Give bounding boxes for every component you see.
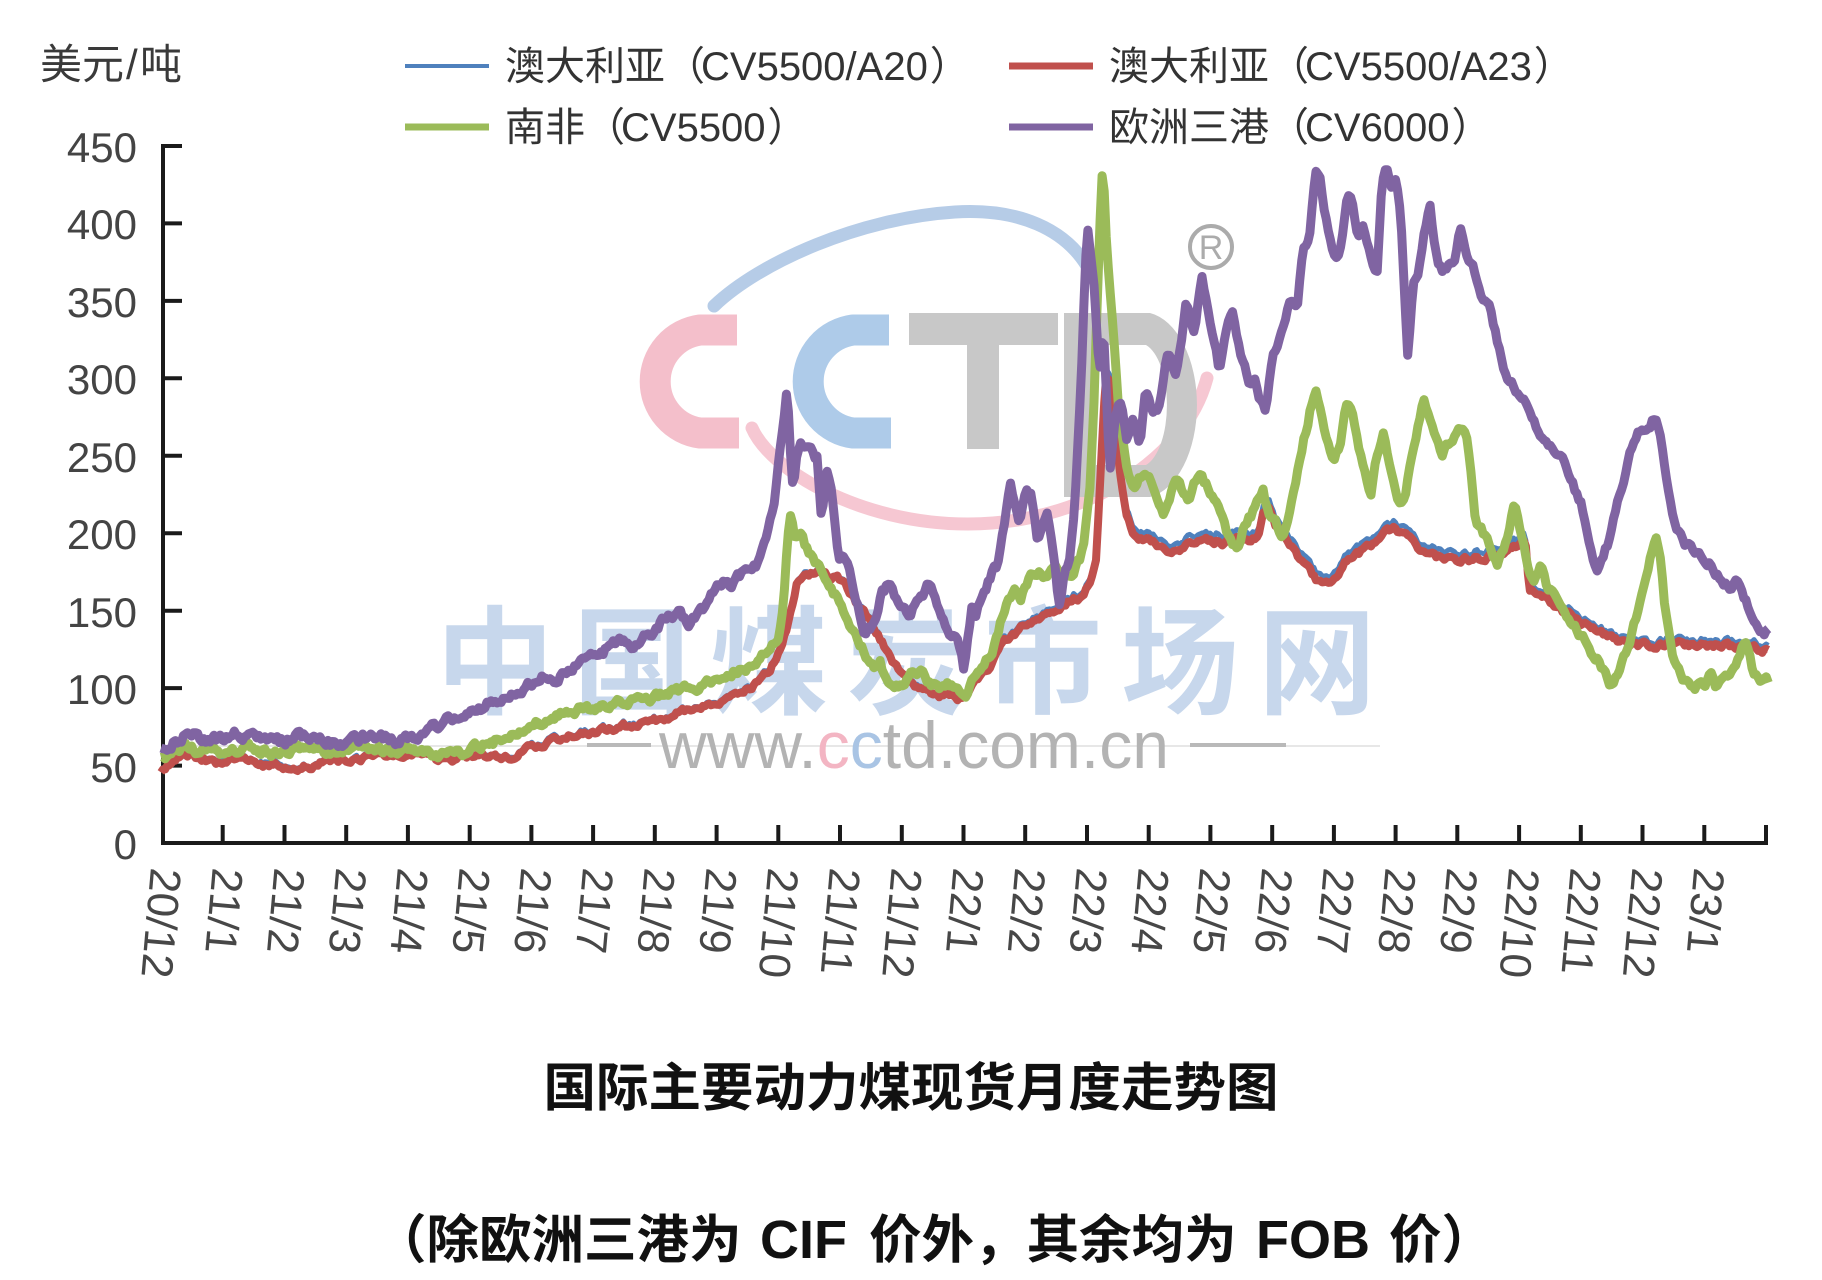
svg-text:22/3: 22/3 [1060,866,1116,956]
svg-text:300: 300 [67,356,137,403]
svg-text:CV6000: CV6000 [1305,106,1450,150]
svg-text:250: 250 [67,434,137,481]
svg-text:21/1: 21/1 [195,866,251,956]
svg-text:21/4: 21/4 [380,866,436,956]
svg-text:CV5500/A20: CV5500/A20 [701,45,928,89]
svg-text:22/2: 22/2 [998,866,1054,956]
svg-text:22/8: 22/8 [1368,866,1424,956]
svg-text:0: 0 [114,821,137,868]
svg-text:22/4: 22/4 [1121,866,1177,956]
svg-text:22/6: 22/6 [1245,866,1301,956]
svg-text:21/3: 21/3 [319,866,375,956]
svg-text:150: 150 [67,589,137,636]
svg-text:/: / [126,41,138,88]
svg-text:CV5500: CV5500 [621,106,766,150]
svg-text:21/6: 21/6 [504,866,560,956]
svg-text:21/12: 21/12 [872,866,930,980]
svg-text:22/1: 22/1 [936,866,992,956]
svg-text:22/11: 22/11 [1552,866,1610,977]
svg-text:22/7: 22/7 [1306,866,1362,956]
svg-text:22/12: 22/12 [1613,866,1671,980]
svg-text:21/5: 21/5 [442,866,498,956]
svg-text:FOB: FOB [1256,1210,1370,1270]
svg-text:www.cctd.com.cn: www.cctd.com.cn [658,708,1169,782]
svg-text:400: 400 [67,201,137,248]
svg-text:22/9: 22/9 [1430,866,1486,956]
svg-text:22/10: 22/10 [1490,866,1548,980]
svg-text:100: 100 [67,666,137,713]
svg-text:21/10: 21/10 [749,866,807,980]
svg-text:21/2: 21/2 [257,866,313,956]
svg-text:200: 200 [67,511,137,558]
svg-text:450: 450 [67,124,137,171]
svg-text:21/7: 21/7 [566,866,622,956]
svg-text:CV5500/A23: CV5500/A23 [1305,45,1532,89]
svg-text:CIF: CIF [760,1210,847,1270]
svg-text:20/12: 20/12 [131,866,189,980]
svg-text:23/1: 23/1 [1677,866,1733,956]
svg-text:21/8: 21/8 [627,866,683,956]
svg-text:50: 50 [90,744,137,791]
svg-text:22/5: 22/5 [1183,866,1239,956]
svg-text:R: R [1199,229,1224,267]
svg-text:350: 350 [67,279,137,326]
svg-text:21/9: 21/9 [689,866,745,956]
svg-text:21/11: 21/11 [811,866,869,977]
